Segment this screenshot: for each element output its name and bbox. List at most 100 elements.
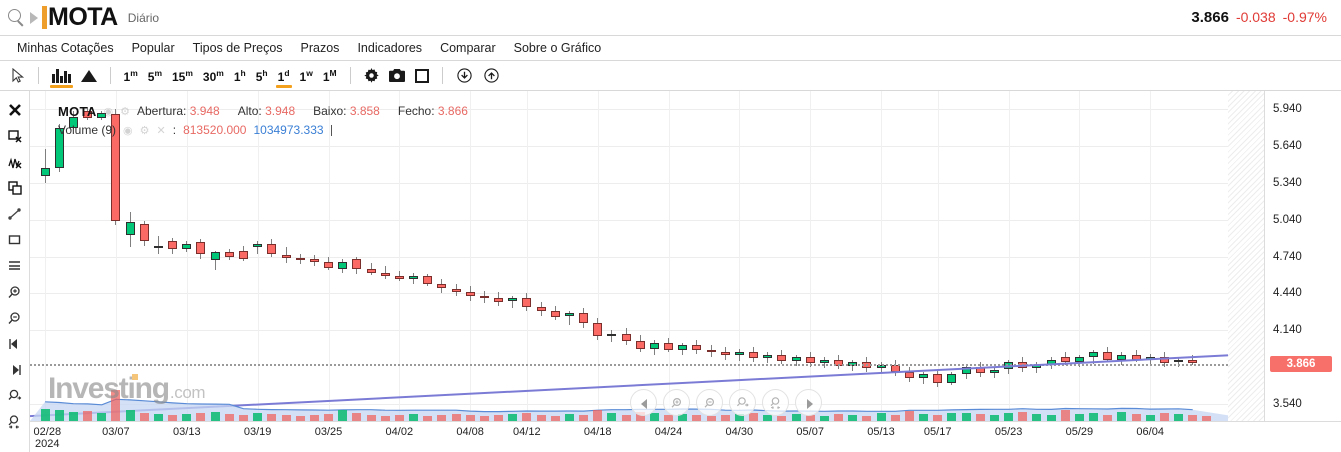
candlestick [267, 91, 277, 421]
settings-button[interactable] [359, 63, 384, 89]
horizontal-lines-tool[interactable] [1, 253, 29, 279]
vertical-gridline [186, 91, 188, 421]
horizontal-gridline [30, 146, 1264, 148]
volume-bar [1018, 411, 1028, 421]
menu-item-3[interactable]: Prazos [300, 41, 340, 55]
vertical-gridline [881, 91, 882, 421]
price-axis[interactable]: 5.940 5.640 5.340 5.040 4.740 4.440 4.140 3.540… [1264, 91, 1341, 421]
candlestick [494, 91, 503, 421]
zoom-in-button[interactable] [1, 279, 29, 305]
zoom-fit-button[interactable] [1, 409, 29, 435]
volume-bar [720, 415, 730, 421]
volume-bar [1032, 414, 1042, 421]
chart-zoom-out[interactable] [696, 389, 723, 416]
menu-item-0[interactable]: Minhas Cotações [17, 41, 114, 55]
candlestick [338, 91, 348, 421]
price-change-percent: -0.97% [1282, 9, 1327, 25]
volume-bar [749, 413, 758, 421]
candlestick [281, 91, 291, 421]
scroll-right-button[interactable] [1, 357, 29, 383]
load-chart-button[interactable] [451, 63, 478, 89]
screenshot-button[interactable] [384, 63, 410, 89]
candlestick [706, 91, 716, 421]
candlestick [1145, 91, 1155, 421]
interval-button-5[interactable]: 5h [251, 63, 273, 89]
gear-icon[interactable]: ⚙ [120, 105, 130, 118]
close-panel-button[interactable] [1, 97, 29, 123]
scroll-left-button[interactable] [1, 331, 29, 357]
chart-scroll-right[interactable] [795, 389, 822, 416]
legend-ohlc-item: Baixo: 3.858 [313, 104, 380, 118]
candlestick [1131, 91, 1141, 421]
zoom-reset-button[interactable] [1, 383, 29, 409]
save-chart-button[interactable] [478, 63, 505, 89]
volume-bar [692, 415, 702, 421]
chart-zoom-in[interactable] [663, 389, 690, 416]
candlestick [791, 91, 801, 421]
area-chart-type[interactable] [76, 63, 102, 89]
legend-ohlc-value: 3.858 [349, 104, 380, 118]
chart-zoom-fit[interactable] [762, 389, 789, 416]
time-axis[interactable]: 02/28 2024 03/07 03/13 03/19 03/25 04/02 04/08 0… [30, 421, 1341, 452]
eye-icon[interactable]: ◉ [123, 124, 133, 137]
gear-icon[interactable]: ⚙ [139, 124, 150, 137]
time-axis-tick: 03/13 [173, 426, 201, 438]
candle-body [479, 295, 489, 299]
rectangle-tool[interactable] [1, 227, 29, 253]
candle-body [749, 352, 758, 359]
interval-button-2[interactable]: 15m [167, 63, 198, 89]
triangle-right-icon [806, 398, 813, 409]
candlestick [522, 91, 532, 421]
menu-item-4[interactable]: Indicadores [357, 41, 423, 55]
candlestick [68, 91, 78, 421]
zoom-out-icon [704, 397, 714, 408]
search-icon[interactable] [6, 7, 28, 29]
horizontal-gridline [30, 256, 1264, 258]
menu-item-1[interactable]: Popular [131, 41, 175, 55]
interval-button-6[interactable]: 1d [273, 63, 295, 89]
candlestick [777, 91, 787, 421]
interval-button-4[interactable]: 1h [229, 63, 251, 89]
legend-ohlc-label: Fecho: [397, 104, 435, 118]
remove-indicators-button[interactable] [1, 149, 29, 175]
zoom-fit-icon [8, 415, 19, 429]
menu-item-5[interactable]: Comparar [440, 41, 496, 55]
menu-item-2[interactable]: Tipos de Preços [192, 41, 283, 55]
candlestick-chart-type[interactable] [47, 63, 76, 89]
interval-button-1[interactable]: 5m [143, 63, 167, 89]
chart-scroll-left[interactable] [630, 389, 657, 416]
candle-body [947, 374, 957, 383]
remove-drawing-icon [7, 130, 22, 143]
candlestick [97, 91, 107, 421]
volume-bar [522, 413, 532, 421]
interval-button-7[interactable]: 1w [295, 63, 318, 89]
expand-triangle-icon[interactable] [30, 11, 38, 24]
candle-wick [370, 262, 372, 275]
trend-line-tool[interactable] [1, 201, 29, 227]
fullscreen-button[interactable] [410, 63, 434, 89]
chart-zoom-reset[interactable] [729, 389, 756, 416]
close-icon[interactable]: ✕ [156, 124, 166, 137]
menu-item-6[interactable]: Sobre o Gráfico [513, 41, 602, 55]
volume-bar [366, 415, 376, 421]
duplicate-button[interactable] [1, 175, 29, 201]
interval-label: 1h [233, 67, 246, 84]
interval-button-3[interactable]: 30m [198, 63, 229, 89]
volume-bar [947, 413, 957, 421]
zoom-in-icon [671, 397, 681, 408]
cursor-tool[interactable] [7, 63, 30, 89]
price-plot-area[interactable] [30, 91, 1264, 421]
time-axis-tick: 04/02 [385, 426, 414, 438]
interval-button-0[interactable]: 1m [119, 63, 143, 89]
chart-container[interactable]: MOTA ◉ ⚙ Abertura: 3.948 Alto: 3.948 Baixo… [30, 91, 1341, 452]
zoom-out-button[interactable] [1, 305, 29, 331]
volume-bar [1074, 414, 1084, 421]
volume-bar [1131, 414, 1141, 421]
remove-drawings-button[interactable] [1, 123, 29, 149]
volume-bar [494, 415, 503, 421]
eye-icon[interactable]: ◉ [103, 105, 114, 118]
candlestick [437, 91, 447, 421]
interval-button-8[interactable]: 1M [318, 63, 342, 89]
zoom-fit-icon [770, 396, 780, 409]
vertical-gridline [739, 91, 741, 421]
